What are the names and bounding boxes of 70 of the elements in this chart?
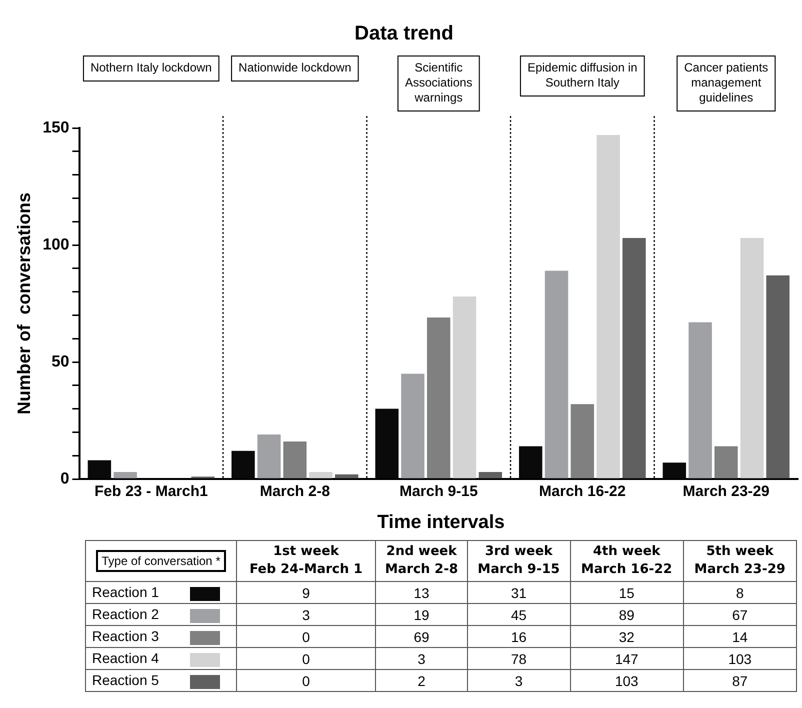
bar	[114, 472, 137, 478]
text: Nothern Italy lockdown	[90, 60, 212, 74]
data-label: 0	[236, 670, 376, 692]
text: Cancer patients management guidelines	[684, 60, 768, 104]
data-label: 9	[236, 582, 376, 604]
y-tick-label: Reaction 4	[92, 650, 159, 666]
y-tick-label: Reaction 5	[92, 672, 159, 688]
bar	[283, 442, 307, 478]
x-axis-title: Time intervals	[376, 512, 506, 534]
data-label: 19	[376, 604, 468, 626]
bar	[766, 275, 790, 478]
data-label: 3	[236, 604, 376, 626]
x-tick-label: March 16-22	[539, 483, 626, 500]
chart-title: Data trend	[354, 22, 454, 45]
data-label: 2	[376, 670, 468, 692]
x-tick-label: 2nd week March 2-8	[376, 540, 468, 582]
text: Scientific Associations warnings	[404, 60, 472, 104]
y-tick-label: Reaction 3	[92, 628, 159, 644]
data-label: 89	[570, 604, 684, 626]
data-label: 45	[467, 604, 570, 626]
data-label: 103	[570, 670, 684, 692]
bar	[622, 238, 646, 478]
x-tick-label: 3rd week March 9-15	[467, 540, 570, 582]
bar	[688, 322, 712, 478]
data-label: 15	[570, 582, 684, 604]
data-label: 0	[236, 626, 376, 648]
bar	[596, 135, 620, 478]
data-label: 3	[467, 670, 570, 692]
data-label: 69	[376, 626, 468, 648]
y-tick-label: 0	[60, 470, 70, 488]
bar	[257, 434, 281, 478]
bar	[452, 296, 476, 478]
bar	[740, 238, 764, 478]
data-label: 67	[683, 604, 796, 626]
data-label: 3	[376, 648, 468, 670]
y-tick-label: 50	[52, 353, 70, 370]
text: Type of conversation *	[96, 550, 226, 572]
y-tick-label: Reaction 1	[92, 584, 159, 600]
data-label: 78	[467, 648, 570, 670]
x-tick-label: March 2-8	[260, 483, 330, 500]
data-label: 103	[683, 648, 796, 670]
data-label: 87	[683, 670, 796, 692]
y-tick-label: Reaction 2	[92, 606, 159, 622]
y-tick-label: 100	[42, 236, 70, 254]
text: Nationwide lockdown	[238, 60, 352, 74]
data-label: 32	[570, 626, 684, 648]
bar	[570, 404, 594, 478]
x-tick-label: March 23-29	[682, 483, 770, 500]
text: Epidemic diffusion in Southern Italy	[527, 60, 638, 90]
data-label: 14	[683, 626, 796, 648]
data-label: 31	[467, 582, 570, 604]
data-label: 8	[683, 582, 796, 604]
x-tick-label: March 9-15	[399, 483, 478, 500]
data-label: 0	[236, 648, 376, 670]
x-tick-label: 1st week Feb 24-March 1	[236, 540, 376, 582]
x-tick-label: Feb 23 - March1	[94, 483, 208, 500]
y-tick-label: 150	[42, 119, 70, 136]
bar	[427, 318, 450, 478]
bar	[309, 472, 332, 478]
x-tick-label: 4th week March 16-22	[570, 540, 684, 582]
bar	[544, 270, 568, 478]
data-label: 147	[570, 648, 684, 670]
y-axis-title: Number of conversations	[14, 192, 34, 415]
data-label: 13	[376, 582, 468, 604]
data-label: 16	[467, 626, 570, 648]
bar	[714, 446, 738, 478]
x-tick-label: 5th week March 23-29	[683, 540, 796, 582]
bar	[478, 472, 502, 478]
bar	[401, 374, 424, 478]
bar	[335, 474, 358, 478]
